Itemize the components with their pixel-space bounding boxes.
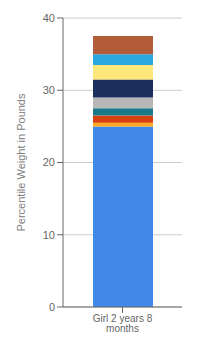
svg-text:0: 0 [49, 301, 55, 313]
svg-text:20: 20 [43, 156, 55, 168]
svg-text:40: 40 [43, 12, 55, 24]
svg-text:30: 30 [43, 84, 55, 96]
svg-text:10: 10 [43, 229, 55, 241]
svg-text:Girl 2 years 8months: Girl 2 years 8months [93, 313, 153, 334]
svg-text:Percentile Weight in Pounds: Percentile Weight in Pounds [15, 93, 27, 231]
